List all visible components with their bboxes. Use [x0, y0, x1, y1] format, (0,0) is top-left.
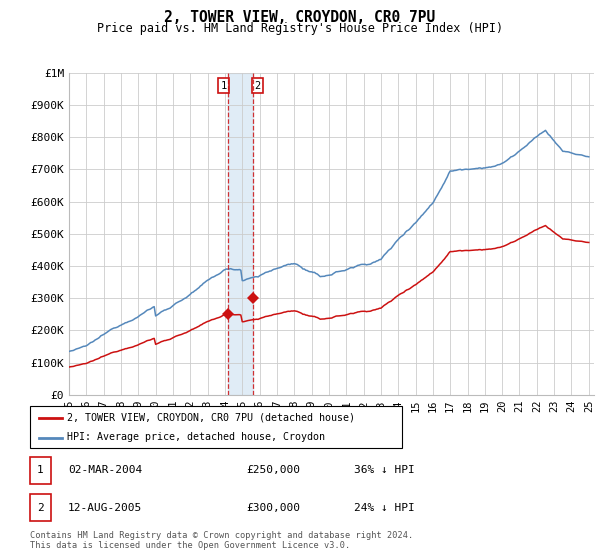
Text: 1: 1 — [37, 465, 44, 475]
Text: £300,000: £300,000 — [246, 503, 300, 513]
Text: 02-MAR-2004: 02-MAR-2004 — [68, 465, 142, 475]
Text: Contains HM Land Registry data © Crown copyright and database right 2024.
This d: Contains HM Land Registry data © Crown c… — [30, 531, 413, 550]
Text: 2, TOWER VIEW, CROYDON, CR0 7PU: 2, TOWER VIEW, CROYDON, CR0 7PU — [164, 10, 436, 25]
Text: 2, TOWER VIEW, CROYDON, CR0 7PU (detached house): 2, TOWER VIEW, CROYDON, CR0 7PU (detache… — [67, 413, 355, 423]
Text: 24% ↓ HPI: 24% ↓ HPI — [354, 503, 415, 513]
Text: HPI: Average price, detached house, Croydon: HPI: Average price, detached house, Croy… — [67, 432, 325, 442]
Bar — [30, 457, 50, 484]
Text: 2: 2 — [37, 503, 44, 513]
Text: 36% ↓ HPI: 36% ↓ HPI — [354, 465, 415, 475]
Bar — [228, 73, 253, 395]
Bar — [30, 494, 50, 521]
Text: £250,000: £250,000 — [246, 465, 300, 475]
Text: 12-AUG-2005: 12-AUG-2005 — [68, 503, 142, 513]
Text: 1: 1 — [220, 81, 227, 91]
Text: Price paid vs. HM Land Registry's House Price Index (HPI): Price paid vs. HM Land Registry's House … — [97, 22, 503, 35]
Text: 2: 2 — [254, 81, 260, 91]
